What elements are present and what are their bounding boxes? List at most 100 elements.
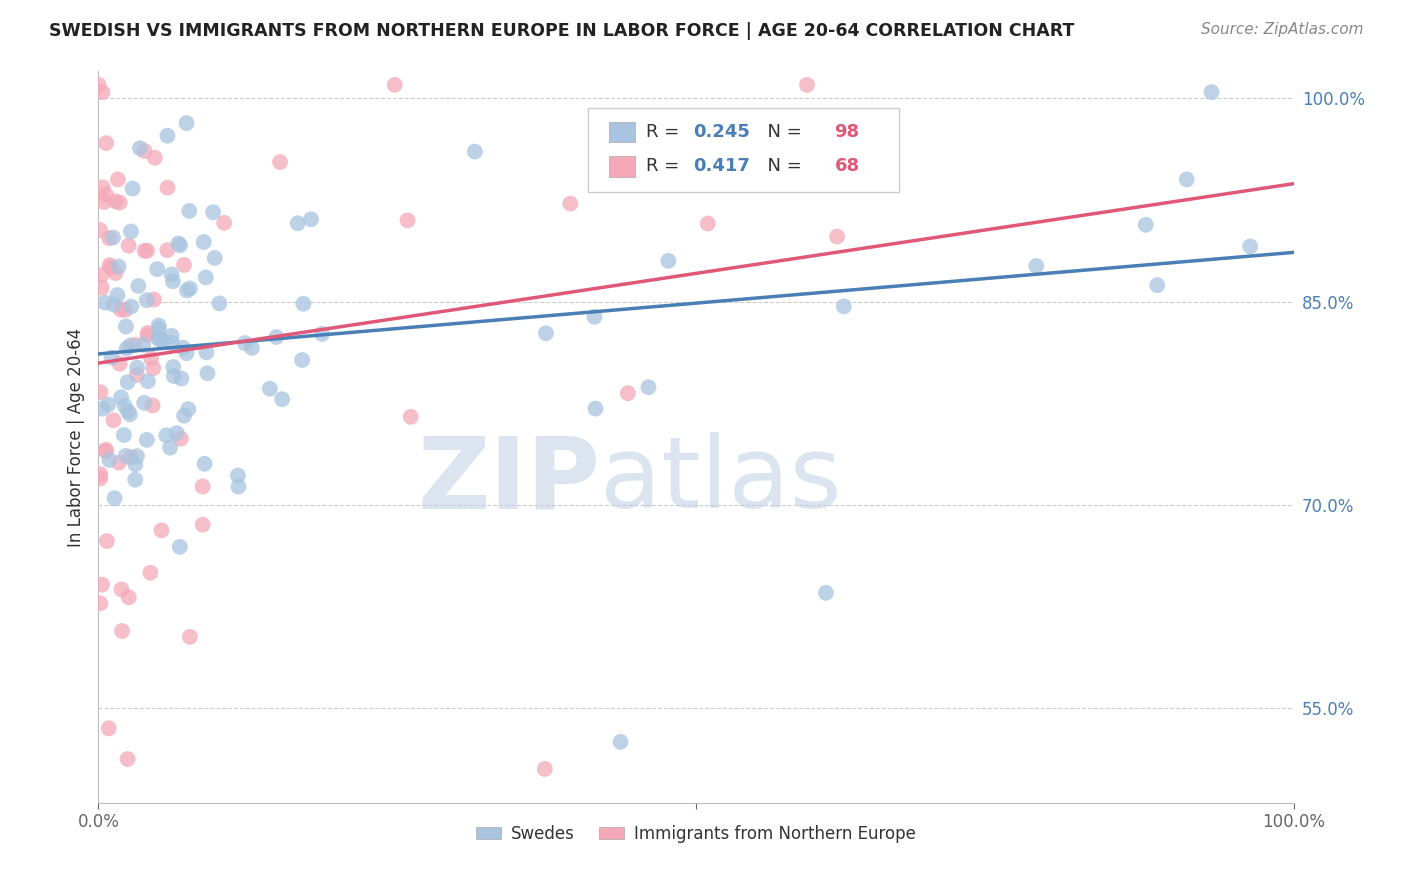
- Point: [1135, 218, 1157, 232]
- Point: [1146, 278, 1168, 293]
- Point: [89, 596, 111, 610]
- Point: [193, 235, 215, 249]
- Point: [156, 243, 179, 257]
- Point: [148, 332, 170, 346]
- Point: [103, 491, 125, 506]
- Point: [870, 151, 893, 165]
- Point: [135, 433, 157, 447]
- Point: [162, 359, 184, 374]
- Point: [162, 274, 184, 288]
- Point: [291, 353, 314, 368]
- Point: [179, 630, 201, 644]
- Point: [96, 534, 118, 549]
- Point: [176, 116, 198, 130]
- Y-axis label: In Labor Force | Age 20-64: In Labor Force | Age 20-64: [66, 327, 84, 547]
- Point: [195, 345, 218, 359]
- Point: [637, 380, 659, 394]
- Point: [127, 279, 149, 293]
- Point: [155, 428, 177, 442]
- Point: [266, 330, 288, 344]
- Point: [179, 203, 201, 218]
- Point: [98, 258, 121, 272]
- Point: [89, 385, 111, 400]
- Point: [152, 334, 174, 348]
- Bar: [609, 122, 636, 143]
- Point: [1239, 239, 1261, 253]
- Point: [125, 368, 148, 382]
- Point: [585, 401, 607, 416]
- Point: [299, 212, 322, 227]
- Point: [129, 141, 152, 155]
- Point: [167, 236, 190, 251]
- Point: [89, 471, 111, 485]
- Point: [103, 298, 125, 312]
- Point: [94, 442, 117, 457]
- Text: Source: ZipAtlas.com: Source: ZipAtlas.com: [1201, 22, 1364, 37]
- Point: [108, 357, 131, 371]
- Point: [173, 258, 195, 272]
- Point: [170, 371, 193, 385]
- Point: [114, 399, 136, 413]
- Point: [98, 231, 121, 245]
- Point: [1025, 259, 1047, 273]
- Point: [136, 374, 159, 388]
- Point: [832, 299, 855, 313]
- Point: [696, 217, 718, 231]
- Point: [142, 361, 165, 376]
- Point: [194, 457, 217, 471]
- Point: [226, 468, 249, 483]
- Point: [120, 300, 142, 314]
- Point: [148, 318, 170, 333]
- Text: N =: N =: [756, 123, 807, 141]
- Point: [100, 260, 122, 275]
- Point: [124, 458, 146, 472]
- Point: [464, 145, 486, 159]
- Point: [90, 268, 112, 282]
- Point: [1201, 85, 1223, 99]
- Point: [311, 326, 333, 341]
- Point: [292, 297, 315, 311]
- Point: [399, 409, 422, 424]
- Point: [115, 319, 138, 334]
- Point: [96, 136, 118, 150]
- Point: [134, 244, 156, 258]
- Point: [94, 295, 117, 310]
- Point: [136, 244, 159, 258]
- Point: [160, 268, 183, 282]
- Point: [159, 441, 181, 455]
- Point: [114, 449, 136, 463]
- Point: [111, 624, 134, 638]
- Text: ZIP: ZIP: [418, 433, 600, 530]
- Point: [107, 260, 129, 274]
- Point: [100, 351, 122, 365]
- Point: [121, 181, 143, 195]
- Point: [139, 351, 162, 366]
- Point: [534, 326, 557, 341]
- Point: [87, 78, 110, 92]
- Point: [796, 78, 818, 92]
- Point: [110, 302, 132, 317]
- Point: [117, 752, 139, 766]
- Legend: Swedes, Immigrants from Northern Europe: Swedes, Immigrants from Northern Europe: [470, 818, 922, 849]
- Point: [176, 346, 198, 360]
- Point: [162, 336, 184, 351]
- Point: [148, 322, 170, 336]
- Point: [118, 407, 141, 421]
- Point: [117, 375, 139, 389]
- Point: [149, 332, 172, 346]
- Point: [212, 216, 235, 230]
- Point: [269, 155, 291, 169]
- Point: [97, 398, 120, 412]
- Point: [114, 302, 136, 317]
- Point: [136, 328, 159, 343]
- Point: [136, 326, 159, 340]
- Point: [93, 194, 115, 209]
- Point: [170, 432, 193, 446]
- Point: [163, 369, 186, 384]
- Text: R =: R =: [645, 158, 685, 176]
- Point: [169, 238, 191, 252]
- Point: [110, 390, 132, 404]
- Point: [108, 456, 131, 470]
- Point: [112, 428, 135, 442]
- Point: [156, 128, 179, 143]
